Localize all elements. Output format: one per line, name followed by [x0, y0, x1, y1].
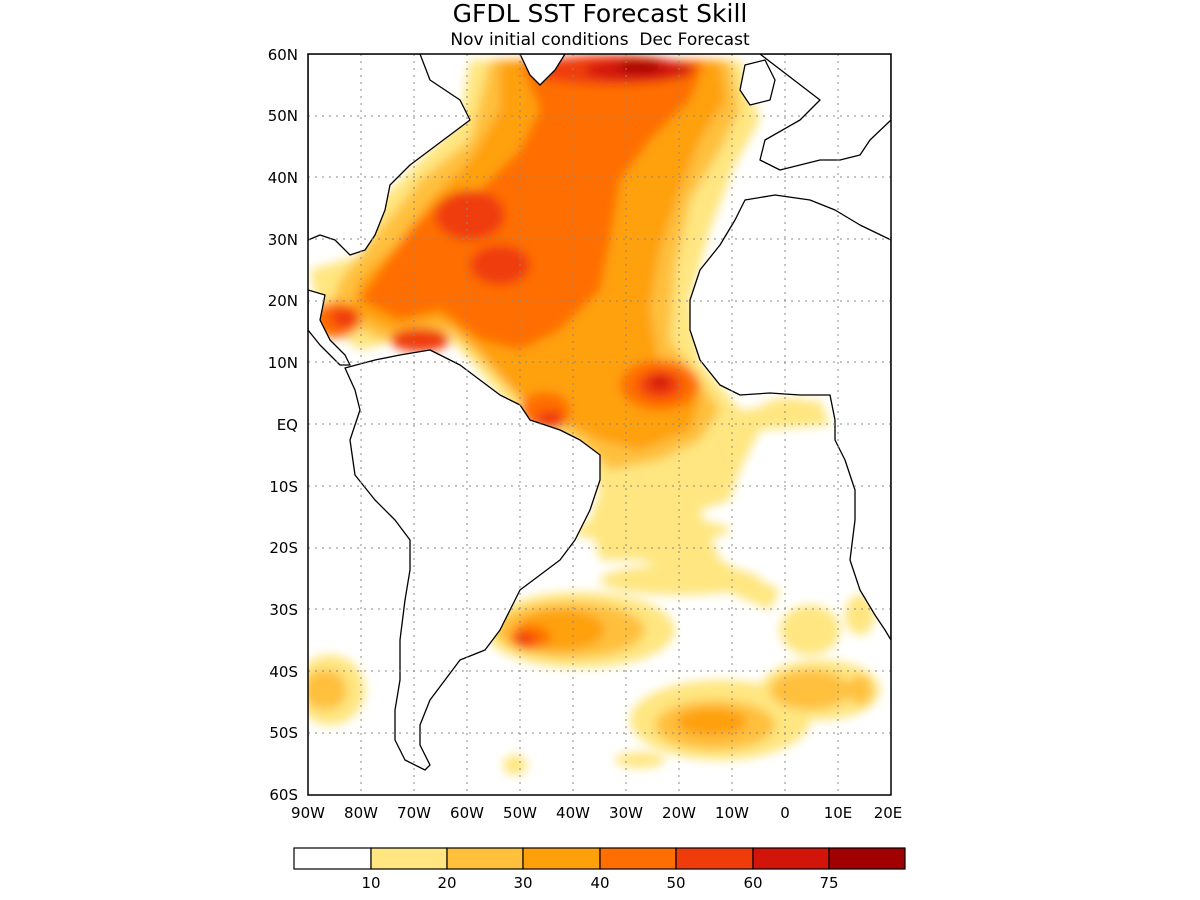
lon-tick-label: 20E	[874, 804, 903, 822]
lon-tick-label: 30W	[609, 804, 643, 822]
grid-lines	[308, 54, 891, 795]
lon-tick-label: 70W	[397, 804, 431, 822]
lat-tick-label: 60S	[269, 786, 298, 804]
north-america-land	[308, 54, 471, 256]
lon-tick-label: 0	[780, 804, 790, 822]
lat-axis: 60N 50N 40N 30N 20N 10N EQ 10S 20S 30S 4…	[268, 46, 298, 804]
map-title: GFDL SST Forecast Skill	[453, 0, 748, 28]
lat-tick-label: 30N	[268, 231, 298, 249]
colorbar-swatch	[675, 847, 754, 870]
colorbar-swatch	[446, 847, 524, 870]
lon-axis: 90W 80W 70W 60W 50W 40W 30W 20W 10W 0 10…	[291, 804, 902, 822]
lat-tick-label: 60N	[268, 46, 298, 64]
lat-tick-label: 10N	[268, 354, 298, 372]
lat-tick-label: 10S	[269, 478, 298, 496]
lon-tick-label: 50W	[503, 804, 537, 822]
europe-land	[759, 54, 891, 171]
colorbar-swatch	[599, 847, 677, 870]
lat-tick-label: 20N	[268, 292, 298, 310]
colorbar-swatch	[370, 847, 448, 870]
lon-tick-label: 10W	[715, 804, 749, 822]
lat-tick-label: 40N	[268, 169, 298, 187]
colorbar-swatch	[752, 847, 830, 870]
colorbar-label: 40	[590, 874, 609, 892]
central-america-land	[308, 289, 351, 366]
lon-tick-label: 20W	[662, 804, 696, 822]
colorbar-swatch	[293, 847, 372, 870]
lat-tick-label: 20S	[269, 539, 298, 557]
lat-tick-label: 50S	[269, 724, 298, 742]
colorbar-label: 60	[743, 874, 762, 892]
lon-tick-label: 80W	[344, 804, 378, 822]
lon-tick-label: 40W	[556, 804, 590, 822]
lon-tick-label: 10E	[824, 804, 853, 822]
lat-tick-label: 30S	[269, 601, 298, 619]
colorbar-label: 30	[513, 874, 532, 892]
colorbar: 10 20 30 40 50 60 75	[293, 847, 906, 892]
continents	[308, 54, 891, 771]
colorbar-label: 10	[361, 874, 380, 892]
colorbar-label: 75	[819, 874, 838, 892]
lat-tick-label: 40S	[269, 663, 298, 681]
map-subtitle: Nov initial conditions Dec Forecast	[450, 30, 750, 50]
british-isles-land	[739, 59, 776, 106]
colorbar-label: 20	[437, 874, 456, 892]
map-area	[308, 54, 891, 795]
africa-land	[689, 194, 891, 641]
lon-tick-label: 90W	[291, 804, 325, 822]
colorbar-label: 50	[666, 874, 685, 892]
lon-tick-label: 60W	[450, 804, 484, 822]
map-frame	[307, 53, 892, 796]
skill-shading	[308, 55, 880, 775]
colorbar-swatch	[828, 847, 906, 870]
lat-tick-label: 50N	[268, 107, 298, 125]
colorbar-swatch	[522, 847, 601, 870]
lat-tick-label: EQ	[277, 416, 298, 434]
greenland-land	[519, 54, 566, 86]
